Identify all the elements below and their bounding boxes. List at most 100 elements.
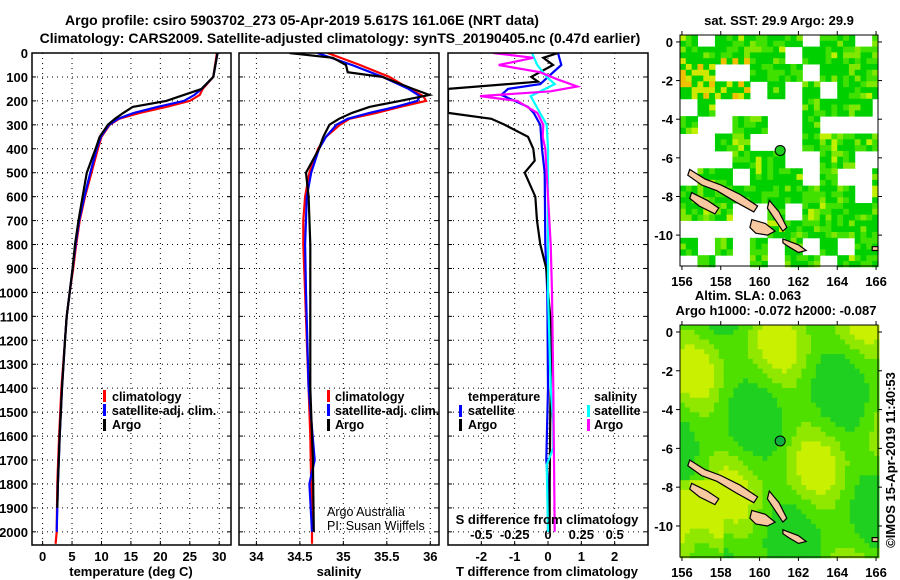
map-cell <box>860 92 867 100</box>
map-cell <box>825 485 831 491</box>
map-cell <box>713 523 720 530</box>
map-cell <box>749 156 757 163</box>
map-cell <box>697 92 704 100</box>
map-cell <box>743 455 749 462</box>
map-cell <box>840 552 846 559</box>
map-cell <box>874 494 880 501</box>
map-cell <box>820 344 827 350</box>
map-cell <box>714 52 722 59</box>
map-cell <box>835 363 841 370</box>
map-cell <box>723 426 730 433</box>
map-cell <box>840 543 846 549</box>
map-cell <box>773 226 780 233</box>
map-cell <box>796 75 803 82</box>
map-cell <box>840 523 846 530</box>
map-cell <box>801 388 807 394</box>
map-cell <box>767 538 773 544</box>
map-cell <box>843 156 850 163</box>
map-cell <box>849 383 856 389</box>
map-cell <box>849 533 856 539</box>
map-cell <box>743 538 749 544</box>
map-cell <box>704 325 710 331</box>
map-cell <box>864 373 870 379</box>
map-cell <box>864 363 870 370</box>
map-cell <box>718 514 725 520</box>
map-cell <box>761 168 768 175</box>
map-cell <box>767 412 773 418</box>
map-cell <box>772 441 778 447</box>
map-cell <box>685 40 693 48</box>
map-cell <box>685 197 693 204</box>
map-cell <box>709 417 715 423</box>
map-cell <box>699 499 705 505</box>
map-cell <box>699 421 705 428</box>
map-cell <box>811 499 817 505</box>
map-cell <box>820 455 827 462</box>
map-cell <box>699 354 705 360</box>
map-cell <box>815 548 822 554</box>
map-cell <box>864 421 870 428</box>
map-cell <box>738 383 744 389</box>
map-cell <box>728 417 734 423</box>
map-cell <box>720 243 728 250</box>
map-cell <box>811 349 817 355</box>
map-cell <box>854 81 862 88</box>
map-cell <box>806 460 812 467</box>
map-cell <box>777 494 783 501</box>
map-cell <box>819 104 827 111</box>
map-cell <box>747 499 754 505</box>
map-cell <box>825 133 832 140</box>
map-cell <box>752 378 759 384</box>
map-cell <box>837 150 844 158</box>
map-cell <box>694 460 700 467</box>
map-cell <box>767 543 773 549</box>
map-cell <box>733 383 739 389</box>
map-cell <box>843 46 850 53</box>
map-cell <box>767 52 774 59</box>
map-cell <box>819 75 827 82</box>
map-cell <box>779 87 786 94</box>
map-cell <box>777 451 783 457</box>
map-cell <box>802 191 809 198</box>
map-cell <box>802 185 809 192</box>
map-cell <box>813 92 821 100</box>
map-cell <box>757 446 764 452</box>
map-cell <box>752 349 759 355</box>
map-cell <box>837 63 844 71</box>
map-cell <box>689 402 696 408</box>
map-cell <box>843 92 850 100</box>
map-cell <box>777 470 783 476</box>
map-cell <box>728 533 734 539</box>
map-cell <box>796 460 802 467</box>
map-cell <box>738 504 744 510</box>
map-cell <box>796 220 803 227</box>
map-cell <box>830 354 836 360</box>
map-cell <box>714 145 722 152</box>
map-cell <box>777 446 783 452</box>
map-cell <box>709 81 716 88</box>
map-cell <box>866 75 873 82</box>
map-cell <box>728 412 734 418</box>
map-cell <box>723 518 730 525</box>
map-cell <box>718 504 725 510</box>
map-cell <box>680 116 687 123</box>
map-cell <box>825 35 832 42</box>
map-cell <box>859 402 865 408</box>
map-cell <box>835 509 841 515</box>
map-cell <box>874 325 880 331</box>
map-cell <box>866 249 873 256</box>
map-cell <box>830 426 836 433</box>
map-cell <box>845 421 851 428</box>
map-cell <box>815 543 822 549</box>
map-cell <box>723 358 730 365</box>
map-cell <box>854 249 862 256</box>
map-cell <box>773 156 780 163</box>
map-cell <box>714 139 722 146</box>
map-cell <box>691 208 698 216</box>
map-cell <box>848 255 856 262</box>
map-cell <box>831 52 838 59</box>
map-cell <box>767 325 773 331</box>
map-cell <box>859 523 865 530</box>
map-cell <box>699 325 705 331</box>
map-cell <box>791 489 797 496</box>
